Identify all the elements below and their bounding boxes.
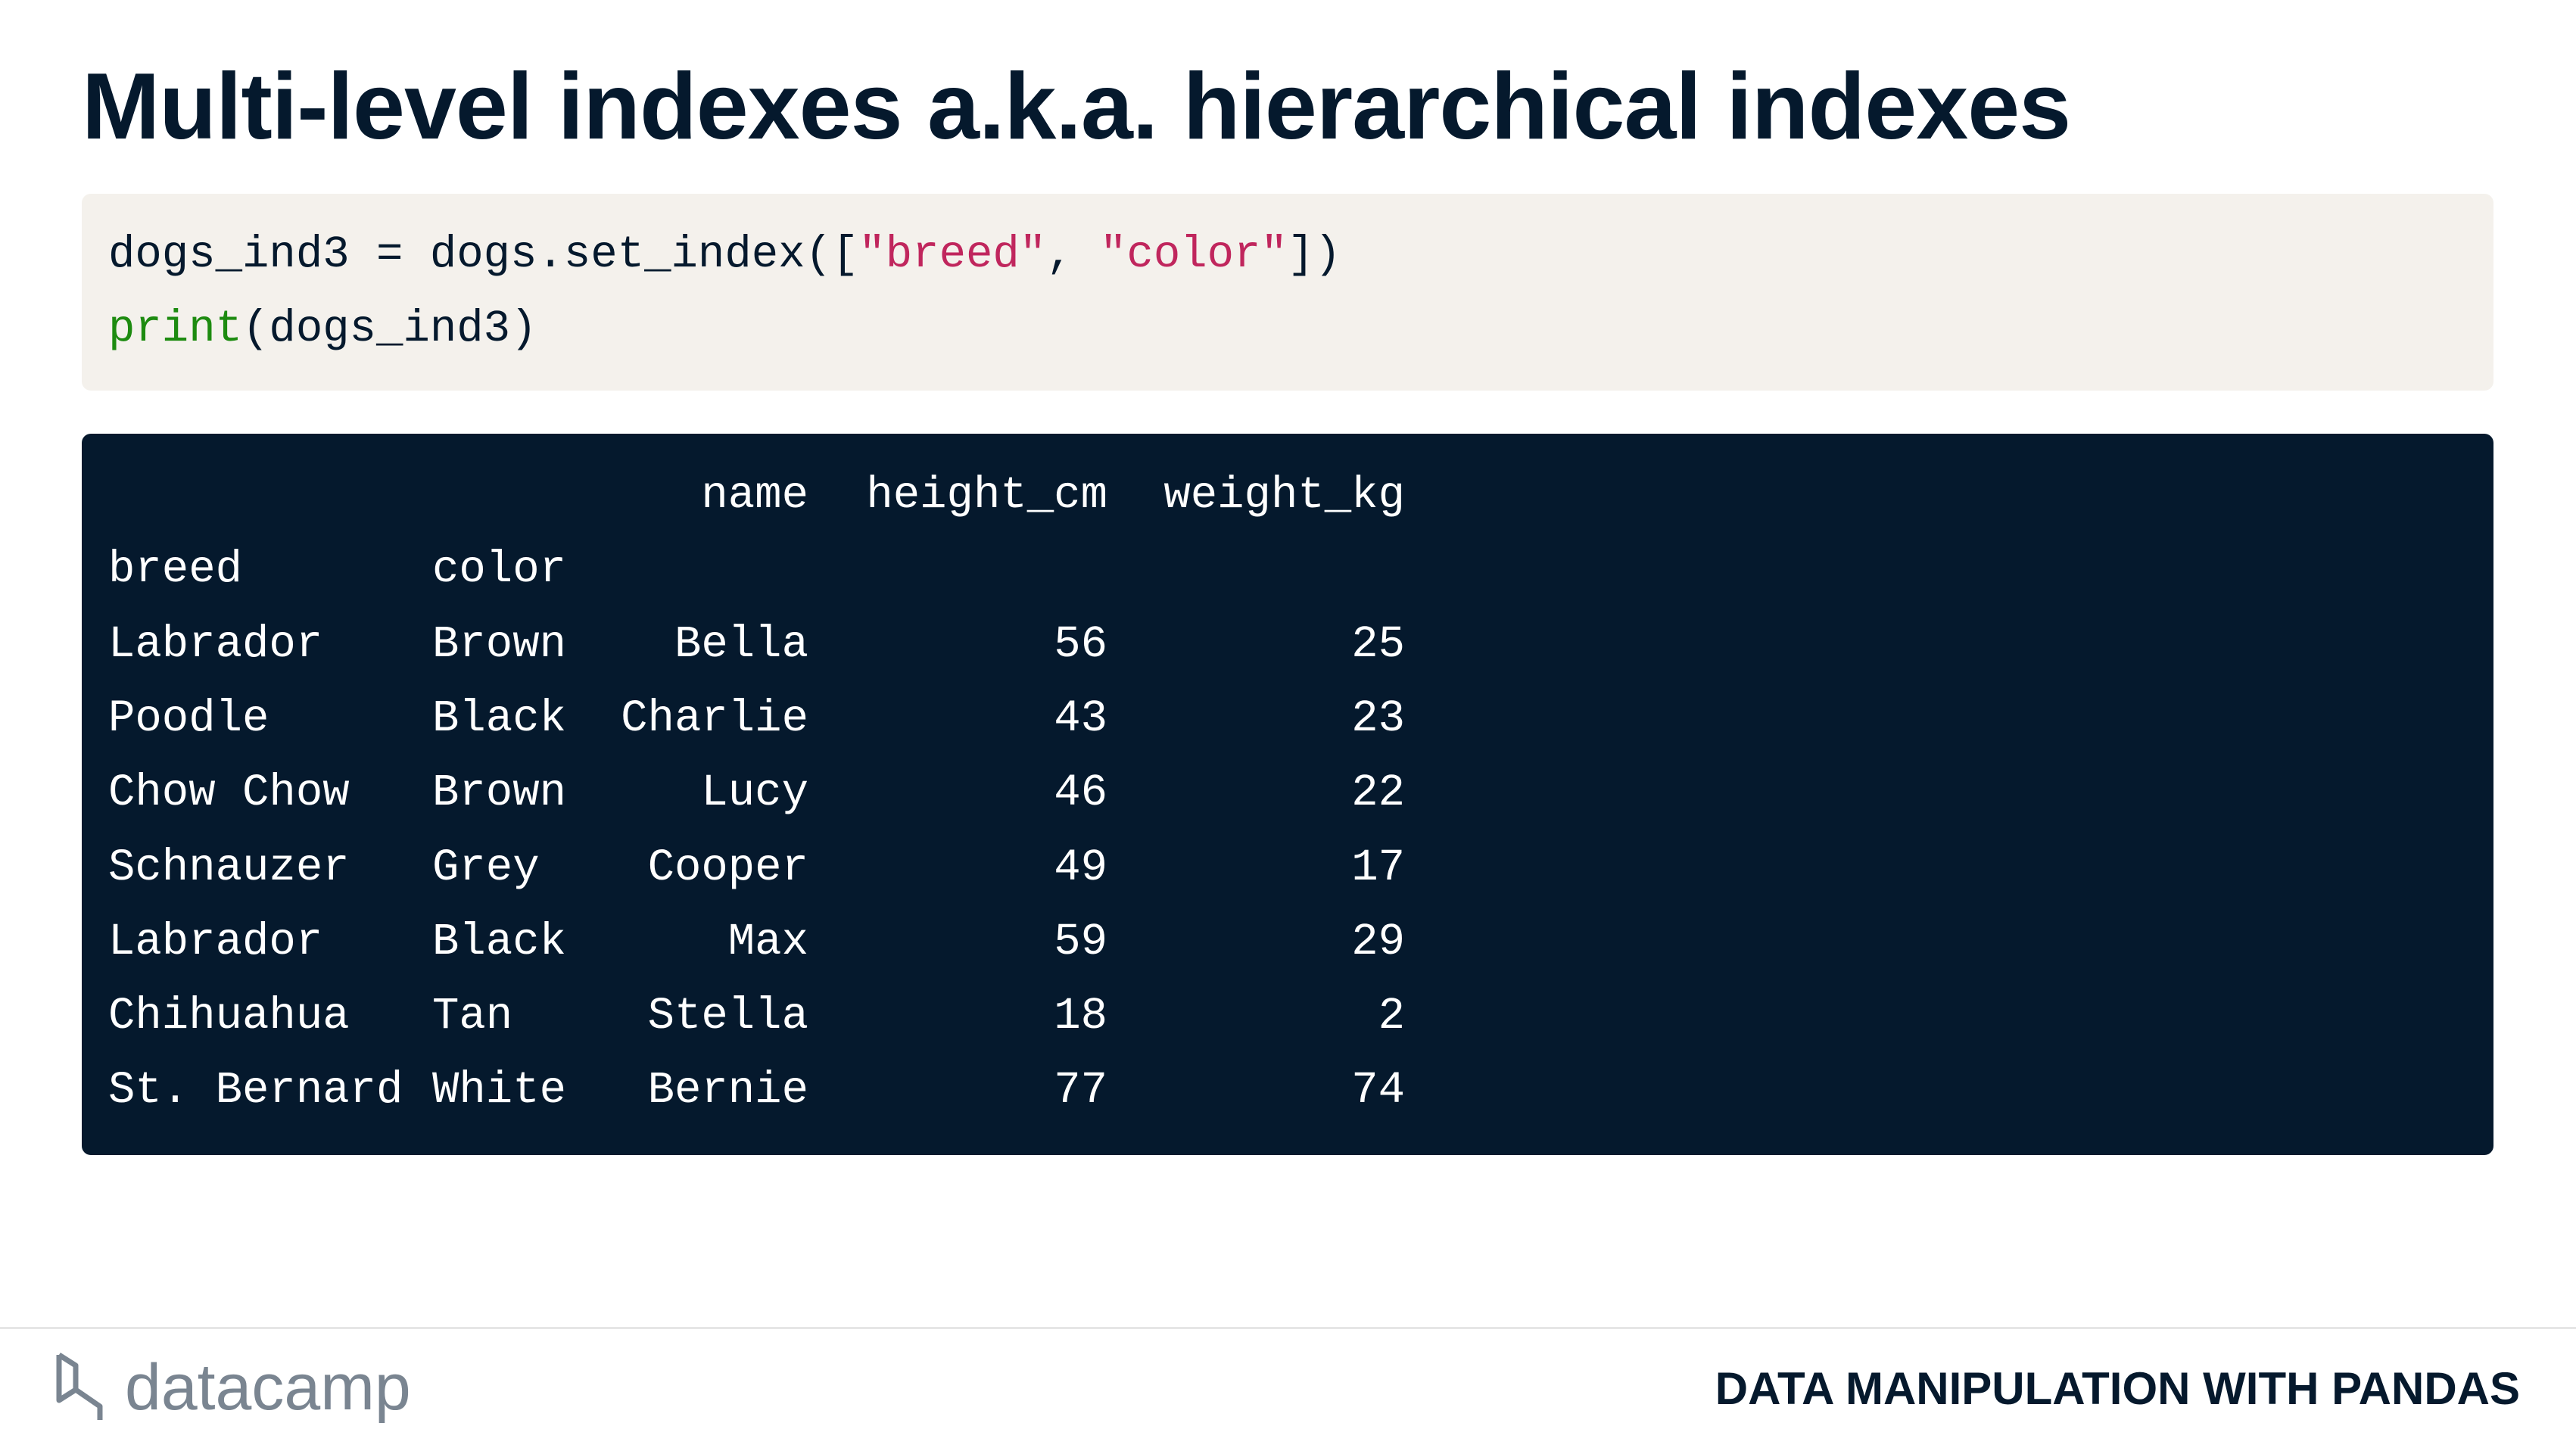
table-cell: 25: [1351, 618, 1405, 670]
table-cell: 29: [1351, 916, 1405, 967]
table-cell: 77: [1054, 1065, 1107, 1116]
index-cell: Chow Chow: [108, 768, 350, 819]
table-cell: 2: [1378, 991, 1405, 1042]
index-cell: Labrador: [108, 916, 323, 967]
code-token: print: [108, 304, 243, 354]
table-cell: 56: [1054, 618, 1107, 670]
column-header: height_cm: [866, 470, 1107, 521]
index-cell: Labrador: [108, 618, 323, 670]
table-cell: 74: [1351, 1065, 1405, 1116]
code-line: dogs_ind3 = dogs.set_index(["breed", "co…: [108, 218, 1341, 292]
code-token: ]): [1287, 229, 1341, 280]
column-header: weight_kg: [1163, 470, 1405, 521]
index-cell: St. Bernard: [108, 1065, 403, 1116]
table-cell: 23: [1351, 693, 1405, 744]
table-cell: Cooper: [647, 842, 808, 893]
index-cell: Black: [432, 693, 567, 744]
table-cell: 59: [1054, 916, 1107, 967]
table-cell: Stella: [647, 991, 808, 1042]
table-cell: 22: [1351, 768, 1405, 819]
index-cell: Brown: [432, 618, 567, 670]
title: Multi-level indexes a.k.a. hierarchical …: [82, 54, 2071, 159]
logo-mark: datacamp: [56, 1351, 411, 1424]
code-line: print(dogs_ind3): [108, 292, 537, 366]
column-header: name: [701, 470, 808, 521]
code-token: (dogs_ind3): [242, 304, 537, 354]
index-cell: Tan: [432, 991, 513, 1042]
logo-icon: [56, 1353, 103, 1420]
table-cell: Max: [727, 916, 808, 967]
course-name: DATA MANIPULATION WITH PANDAS: [1715, 1363, 2520, 1414]
logo: datacamp: [53, 1347, 447, 1434]
table-cell: 43: [1054, 693, 1107, 744]
code-token: "color": [1100, 229, 1288, 280]
index-header: color: [432, 544, 567, 596]
logo-text: datacamp: [125, 1351, 411, 1424]
code-token: "breed": [858, 229, 1047, 280]
index-header: breed: [108, 544, 243, 596]
table-cell: 17: [1351, 842, 1405, 893]
index-cell: Brown: [432, 768, 567, 819]
table-cell: Charlie: [621, 693, 808, 744]
index-cell: Poodle: [108, 693, 269, 744]
table-cell: Lucy: [701, 768, 808, 819]
table-cell: 49: [1054, 842, 1107, 893]
index-cell: Schnauzer: [108, 842, 350, 893]
index-cell: Grey: [432, 842, 540, 893]
code-token: dogs_ind3 = dogs.set_index([: [108, 229, 859, 280]
table-cell: 18: [1054, 991, 1107, 1042]
index-cell: Black: [432, 916, 567, 967]
table-cell: Bella: [674, 618, 808, 670]
footer-divider: [0, 1327, 2576, 1329]
table-cell: Bernie: [647, 1065, 808, 1116]
index-cell: Chihuahua: [108, 991, 350, 1042]
table-cell: 46: [1054, 768, 1107, 819]
code-token: ,: [1046, 229, 1101, 280]
code-block: dogs_ind3 = dogs.set_index(["breed", "co…: [82, 194, 2493, 391]
index-cell: White: [432, 1065, 567, 1116]
